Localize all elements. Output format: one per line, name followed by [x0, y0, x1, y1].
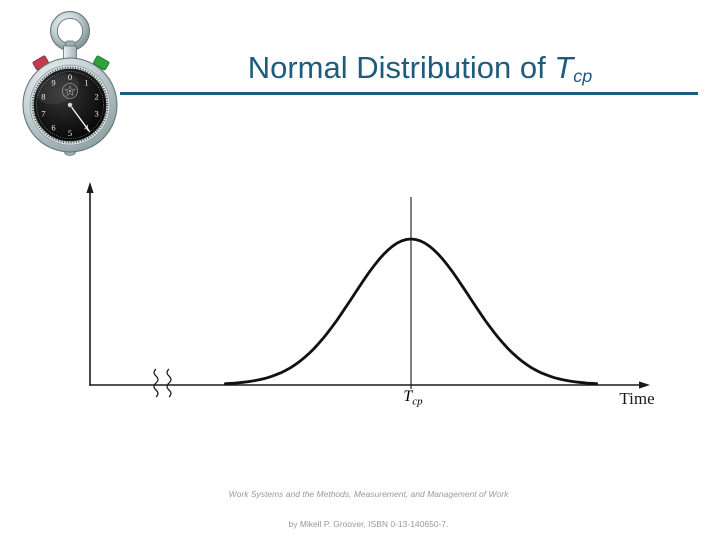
- face-highlight: [36, 73, 80, 105]
- subdial: [62, 83, 78, 99]
- dial-number: 3: [94, 109, 98, 119]
- title-symbol-sub: cp: [573, 65, 593, 86]
- stopwatch-hand: [69, 104, 91, 133]
- title-divider: [120, 92, 698, 95]
- x-axis-arrow-icon: [639, 381, 650, 389]
- dial-number: 6: [51, 123, 55, 133]
- title-text: Normal Distribution of: [247, 50, 555, 85]
- minute-track: [36, 71, 104, 139]
- dial-number: 5: [68, 128, 72, 138]
- page-title: Normal Distribution of Tcp: [130, 51, 710, 89]
- dial-number: 1: [84, 77, 88, 87]
- time-label: Time: [619, 389, 654, 408]
- dial-number: 8: [41, 91, 45, 101]
- footer-line-2: by Mikell P. Groover, ISBN 0-13-140650-7…: [288, 519, 449, 529]
- y-axis-arrow-icon: [86, 182, 94, 193]
- bell-curve: [223, 237, 598, 386]
- title-symbol: T: [554, 50, 574, 85]
- tcp-label-main: T: [403, 388, 413, 405]
- stopwatch-green-button: [93, 55, 110, 71]
- subdial-pivot: [69, 90, 71, 92]
- stopwatch-icon: 0 1 2 3 4 5 6 7 8 9: [22, 11, 118, 156]
- hand-hub: [67, 102, 73, 108]
- footer-line-1: Work Systems and the Methods, Measuremen…: [228, 489, 509, 499]
- dial-number: 0: [68, 72, 72, 82]
- tcp-label: Tcp: [403, 388, 423, 408]
- dial-number: 9: [51, 77, 55, 87]
- dial-number: 2: [94, 91, 98, 101]
- footer: Work Systems and the Methods, Measuremen…: [100, 469, 637, 540]
- dial-number: 7: [41, 109, 45, 119]
- stopwatch-knurl-ring: [31, 66, 109, 144]
- tcp-label-sub: cp: [412, 396, 423, 408]
- axis-break-icon: [153, 368, 159, 398]
- axis-break-icon: [166, 368, 172, 398]
- subdial-star-icon: [64, 85, 76, 96]
